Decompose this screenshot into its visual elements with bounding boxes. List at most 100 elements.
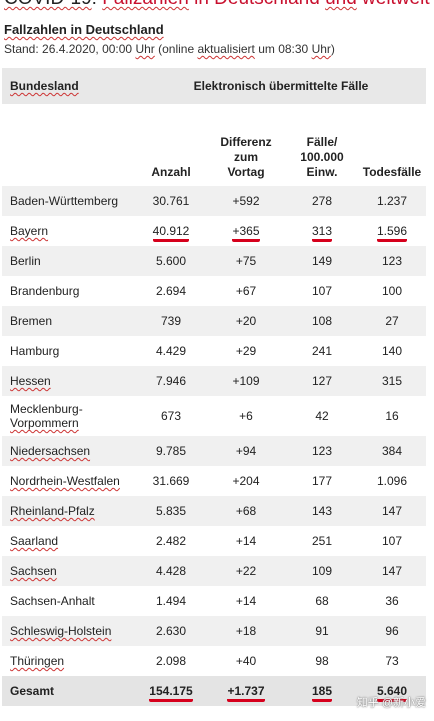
cell-anzahl: 2.482 xyxy=(136,526,206,556)
cell-faelle: 98 xyxy=(286,646,358,676)
table-row: Bremen 739 +20 108 27 xyxy=(2,306,426,336)
row-name-text: Niedersachsen xyxy=(10,444,91,458)
cell-diff-highlight: +365 xyxy=(232,224,260,242)
table-row: Mecklenburg- Vorpommern 673 +6 42 16 xyxy=(2,396,426,436)
total-diff: +1.737 xyxy=(206,676,286,706)
cell-faelle: 91 xyxy=(286,616,358,646)
row-name: Berlin xyxy=(2,246,136,276)
cell-diff: +109 xyxy=(206,366,286,396)
cell-anzahl: 30.761 xyxy=(136,186,206,216)
cell-anzahl: 7.946 xyxy=(136,366,206,396)
cell-diff: +6 xyxy=(206,396,286,436)
cell-tod: 140 xyxy=(358,336,426,366)
cell-faelle: 42 xyxy=(286,396,358,436)
row-name: Sachsen xyxy=(2,556,136,586)
headline-link[interactable]: Fallzahlen in Deutschland und weltweit xyxy=(102,0,429,9)
table-row: Berlin 5.600 +75 149 123 xyxy=(2,246,426,276)
cell-tod: 107 xyxy=(358,526,426,556)
cell-tod: 1.596 xyxy=(358,216,426,246)
table-header-row: Bundesland Elektronisch übermittelte Fäl… xyxy=(2,68,426,104)
cell-diff: +22 xyxy=(206,556,286,586)
row-name: Nordrhein-Westfalen xyxy=(2,466,136,496)
table-row: Saarland 2.482 +14 251 107 xyxy=(2,526,426,556)
total-anzahl-highlight: 154.175 xyxy=(149,684,193,702)
cell-faelle: 149 xyxy=(286,246,358,276)
total-faelle-highlight: 185 xyxy=(311,684,333,702)
stand-part: (online xyxy=(154,42,198,56)
cell-faelle: 313 xyxy=(286,216,358,246)
row-name: Saarland xyxy=(2,526,136,556)
cell-anzahl: 5.835 xyxy=(136,496,206,526)
row-name: Niedersachsen xyxy=(2,436,136,466)
cell-diff: +204 xyxy=(206,466,286,496)
header-group: Elektronisch übermittelte Fälle xyxy=(136,68,426,104)
col-faelle-line: Einw. xyxy=(306,165,338,179)
cell-faelle: 278 xyxy=(286,186,358,216)
cell-diff: +40 xyxy=(206,646,286,676)
cell-tod: 27 xyxy=(358,306,426,336)
table-row: Thüringen 2.098 +40 98 73 xyxy=(2,646,426,676)
cell-anzahl: 4.429 xyxy=(136,336,206,366)
row-name: Mecklenburg- Vorpommern xyxy=(2,396,136,436)
table-subheader-row: Anzahl Differenz zum Vortag Fälle/100.000 E… xyxy=(2,112,426,186)
cell-tod: 73 xyxy=(358,646,426,676)
stand-part: Stand: 26.4.2020, 00:00 xyxy=(4,42,136,56)
cell-diff: +14 xyxy=(206,586,286,616)
cell-diff: +14 xyxy=(206,526,286,556)
cell-faelle: 68 xyxy=(286,586,358,616)
cell-diff: +592 xyxy=(206,186,286,216)
cell-anzahl: 4.428 xyxy=(136,556,206,586)
cell-faelle: 127 xyxy=(286,366,358,396)
row-name: Brandenburg xyxy=(2,276,136,306)
row-name-text: Sachsen xyxy=(10,564,57,578)
table-row: Niedersachsen 9.785 +94 123 384 xyxy=(2,436,426,466)
header-group-label: Elektronisch übermittelte Fälle xyxy=(193,79,369,93)
cell-diff: +18 xyxy=(206,616,286,646)
total-tod-highlight: 5.640 xyxy=(376,684,408,702)
col-faelle: Fälle/100.000 Einw. xyxy=(286,112,358,186)
total-anzahl: 154.175 xyxy=(136,676,206,706)
cell-faelle-highlight: 313 xyxy=(311,224,333,242)
cell-tod: 123 xyxy=(358,246,426,276)
cell-anzahl: 2.098 xyxy=(136,646,206,676)
cell-tod: 96 xyxy=(358,616,426,646)
cell-anzahl: 673 xyxy=(136,396,206,436)
cell-diff: +68 xyxy=(206,496,286,526)
total-row: Gesamt 154.175 +1.737 185 5.640 xyxy=(2,676,426,706)
page-headline: COVID-19: Fallzahlen in Deutschland und … xyxy=(4,0,434,10)
row-name: Baden-Württemberg xyxy=(2,186,136,216)
total-name: Gesamt xyxy=(2,676,136,706)
cell-faelle: 177 xyxy=(286,466,358,496)
cell-faelle: 251 xyxy=(286,526,358,556)
col-faelle-line: Fälle/ xyxy=(306,135,338,149)
cell-diff: +75 xyxy=(206,246,286,276)
stand-part: Uhr xyxy=(135,42,155,56)
cell-tod: 147 xyxy=(358,496,426,526)
watermark: 知乎 @新小爱 xyxy=(356,697,426,709)
row-name: Hessen xyxy=(2,366,136,396)
cell-diff: +94 xyxy=(206,436,286,466)
subheader-empty xyxy=(2,112,136,186)
row-name-text: Rheinland-Pfalz xyxy=(10,504,95,518)
cell-tod: 315 xyxy=(358,366,426,396)
col-differenz-line: zum xyxy=(234,150,258,164)
row-name-text: Thüringen xyxy=(10,654,65,668)
table-body: Baden-Württemberg 30.761 +592 278 1.237 … xyxy=(2,186,426,706)
col-tod-label: Todesfälle xyxy=(362,165,422,179)
section-title: Fallzahlen in Deutschland xyxy=(4,22,164,37)
table-row: Hamburg 4.429 +29 241 140 xyxy=(2,336,426,366)
headline-word-fallzahlen: Fallzahlen xyxy=(102,0,189,9)
stand-part: ) xyxy=(330,42,335,56)
table-row: Brandenburg 2.694 +67 107 100 xyxy=(2,276,426,306)
row-name: Sachsen-Anhalt xyxy=(2,586,136,616)
cell-anzahl: 5.600 xyxy=(136,246,206,276)
row-name-text: Bayern xyxy=(10,224,49,238)
table-row: Sachsen 4.428 +22 109 147 xyxy=(2,556,426,586)
total-faelle: 185 xyxy=(286,676,358,706)
stand-part: um 08:30 xyxy=(254,42,312,56)
row-name-text: Saarland xyxy=(10,534,59,548)
cell-faelle: 109 xyxy=(286,556,358,586)
row-name: Bayern xyxy=(2,216,136,246)
row-name-text: Schleswig-Holstein xyxy=(10,624,112,638)
cell-diff: +67 xyxy=(206,276,286,306)
